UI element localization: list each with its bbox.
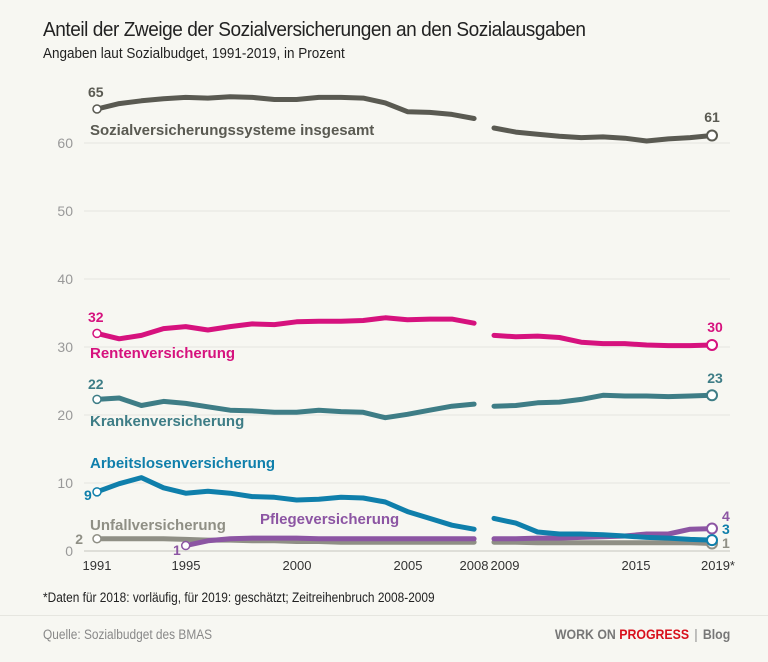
x-tick-label: 2000: [283, 558, 312, 573]
end-value-label: 3: [722, 521, 730, 537]
start-value-label: 32: [88, 309, 104, 325]
x-tick-label: 2015: [622, 558, 651, 573]
series-line-segment-1991-2008: [183, 535, 477, 549]
y-tick-label: 60: [57, 135, 73, 151]
footer-divider: [0, 615, 768, 616]
x-tick-label: 1995: [172, 558, 201, 573]
chart-title: Anteil der Zweige der Sozialversicherung…: [43, 18, 586, 41]
brand-separator: |: [694, 626, 698, 642]
start-marker: [92, 534, 102, 544]
y-tick-label: 0: [65, 543, 73, 559]
end-marker: [706, 338, 718, 351]
line-chart: 0 10 20 30 40 50 60 1991 1995 2000 2005 2008 2009 20…: [57, 84, 735, 573]
brand-prefix: WORK ON: [554, 626, 620, 642]
end-marker: [706, 389, 718, 402]
series-line-segment-2009-2019: [491, 539, 715, 546]
x-tick-label: 2008: [460, 558, 489, 573]
series-line-segment-1991-2008: [94, 94, 477, 121]
series-name-label: Arbeitslosenversicherung: [90, 455, 275, 472]
start-value-label: 65: [88, 84, 104, 100]
series-line-segment-2009-2019: [491, 332, 715, 349]
series-line-segment-1991-2008: [94, 395, 477, 421]
y-tick-label: 30: [57, 339, 73, 355]
start-value-label: 1: [173, 542, 181, 558]
y-tick-label: 10: [57, 475, 73, 491]
source-text: Quelle: Sozialbudget des BMAS: [43, 627, 213, 642]
end-marker: [706, 129, 718, 142]
y-tick-label: 40: [57, 271, 73, 287]
series-line-segment-1991-2008: [94, 536, 477, 545]
series-labels: Unfallversicherung 2 1 Pflegeversicherung 1 4…: [75, 84, 730, 558]
series-line-segment-2009-2019: [491, 125, 715, 144]
series-name-label: Rentenversicherung: [90, 345, 235, 362]
start-value-label: 9: [84, 487, 92, 503]
start-value-label: 2: [75, 531, 83, 547]
series-name-label: Pflegeversicherung: [260, 511, 399, 528]
end-value-label: 4: [722, 508, 730, 524]
x-tick-label: 2005: [394, 558, 423, 573]
end-marker: [706, 534, 718, 547]
series-line-segment-2009-2019: [491, 515, 715, 543]
series-line-segment-2009-2019: [491, 392, 715, 409]
series-name-label: Krankenversicherung: [90, 413, 244, 430]
end-value-label: 23: [707, 370, 723, 386]
x-tick-label: 2019*: [701, 558, 735, 573]
footnote: *Daten für 2018: vorläufig, für 2019: ge…: [43, 590, 435, 605]
end-value-label: 30: [707, 319, 723, 335]
grid-lines: [84, 142, 730, 552]
x-tick-label: 2009: [491, 558, 520, 573]
series-lines: [92, 94, 718, 551]
series-line-segment-1991-2008: [94, 315, 477, 342]
start-marker: [92, 394, 102, 405]
brand-logo[interactable]: WORK ON PROGRESS | Blog: [555, 626, 730, 642]
end-value-label: 1: [722, 535, 730, 551]
brand-accent: PROGRESS: [619, 626, 689, 642]
start-marker: [92, 104, 102, 114]
x-axis-ticks: 1991 1995 2000 2005 2008 2009 2015 2019*: [83, 558, 735, 573]
y-axis-ticks: 0 10 20 30 40 50 60: [57, 135, 73, 559]
x-tick-label: 1991: [83, 558, 112, 573]
start-marker: [180, 540, 191, 551]
start-marker: [92, 328, 102, 339]
series-line-segment-1991-2008: [94, 475, 477, 532]
y-tick-label: 20: [57, 407, 73, 423]
start-marker: [92, 487, 102, 497]
start-value-label: 22: [88, 376, 104, 392]
brand-blog-link[interactable]: Blog: [702, 626, 730, 642]
series-name-label: Sozialversicherungssysteme insgesamt: [90, 122, 374, 139]
end-marker: [706, 522, 718, 535]
series-name-label: Unfallversicherung: [90, 517, 226, 534]
y-tick-label: 50: [57, 203, 73, 219]
chart-subtitle: Angaben laut Sozialbudget, 1991-2019, in…: [43, 45, 345, 62]
end-value-label: 61: [704, 109, 720, 125]
